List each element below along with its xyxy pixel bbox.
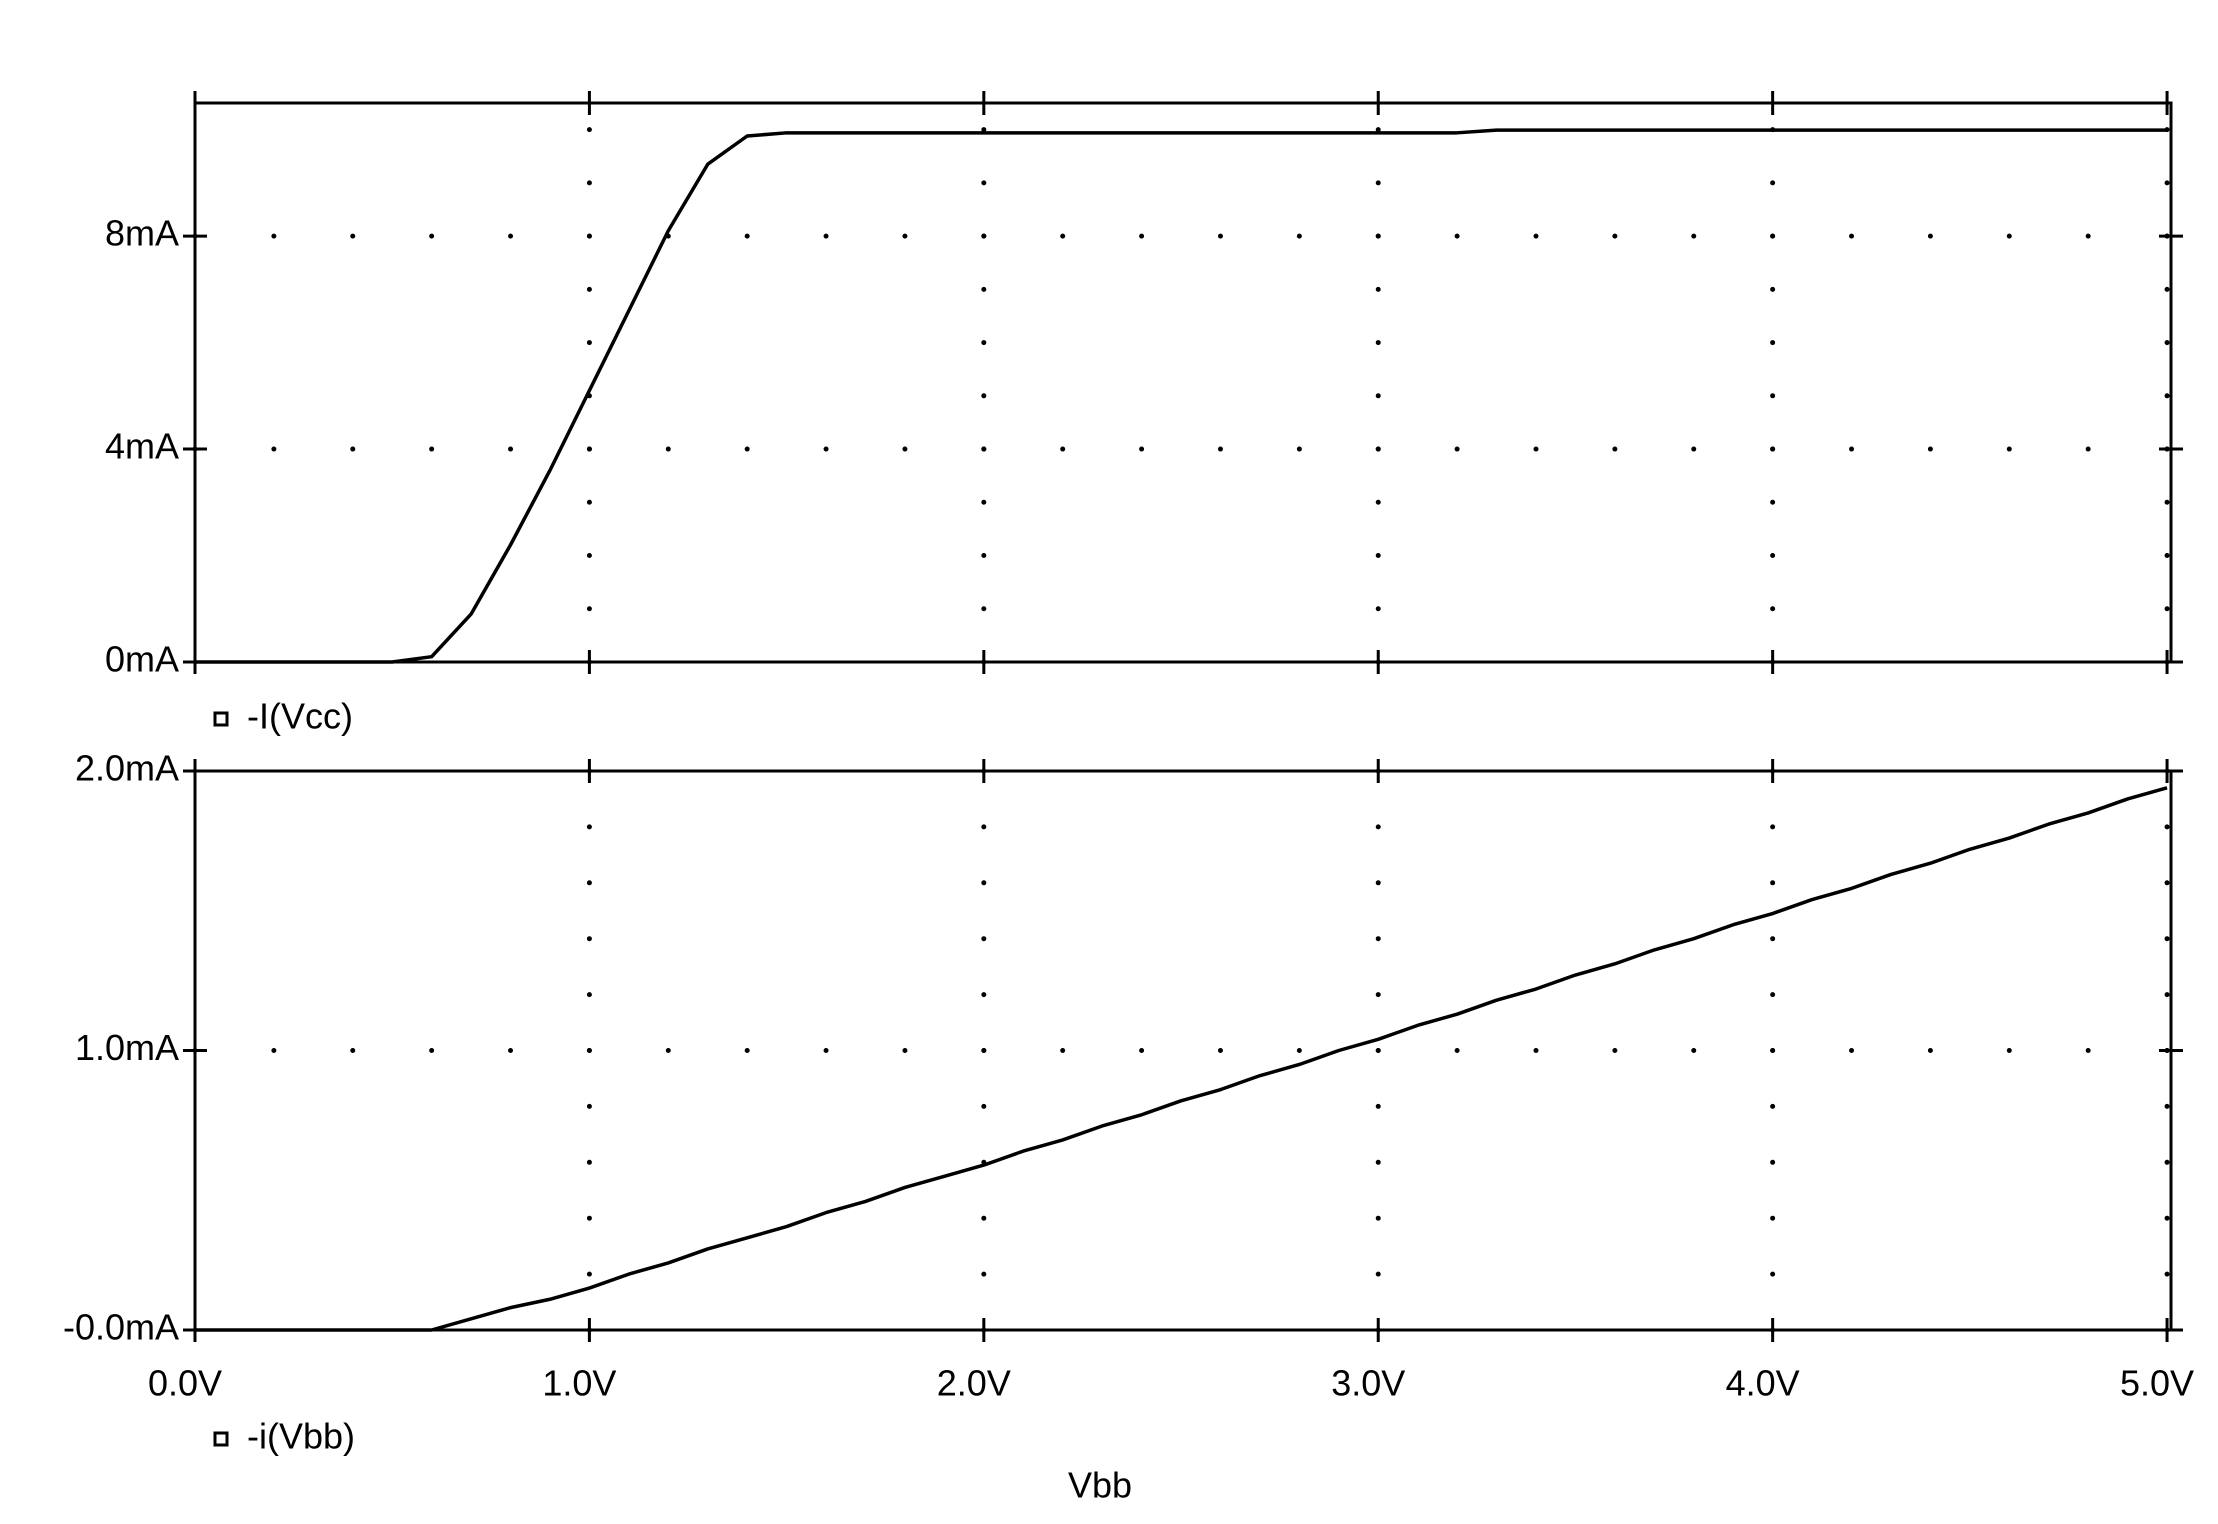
x-tick-label: 1.0V xyxy=(542,1363,616,1404)
legend-label: -I(Vcc) xyxy=(247,696,353,737)
plot-frame xyxy=(193,101,2173,664)
y-tick-label: 4mA xyxy=(105,426,179,467)
x-tick-label: 2.0V xyxy=(937,1363,1011,1404)
x-tick-label: 4.0V xyxy=(1726,1363,1800,1404)
x-axis-label: Vbb xyxy=(1068,1465,1132,1506)
x-tick-label: 0.0V xyxy=(148,1363,222,1404)
plot-frame xyxy=(193,769,2173,1332)
y-tick-label: 8mA xyxy=(105,213,179,254)
legend-marker xyxy=(213,711,229,727)
x-tick-label: 3.0V xyxy=(1331,1363,1405,1404)
y-tick-label: 2.0mA xyxy=(75,748,179,789)
legend-label: -i(Vbb) xyxy=(247,1416,355,1457)
x-tick-label: 5.0V xyxy=(2120,1363,2194,1404)
data-line xyxy=(195,786,2168,1332)
y-tick-label: -0.0mA xyxy=(63,1307,179,1348)
data-line xyxy=(195,128,2168,664)
y-tick-label: 0mA xyxy=(105,639,179,680)
y-tick-label: 1.0mA xyxy=(75,1027,179,1068)
legend-marker xyxy=(213,1431,229,1447)
